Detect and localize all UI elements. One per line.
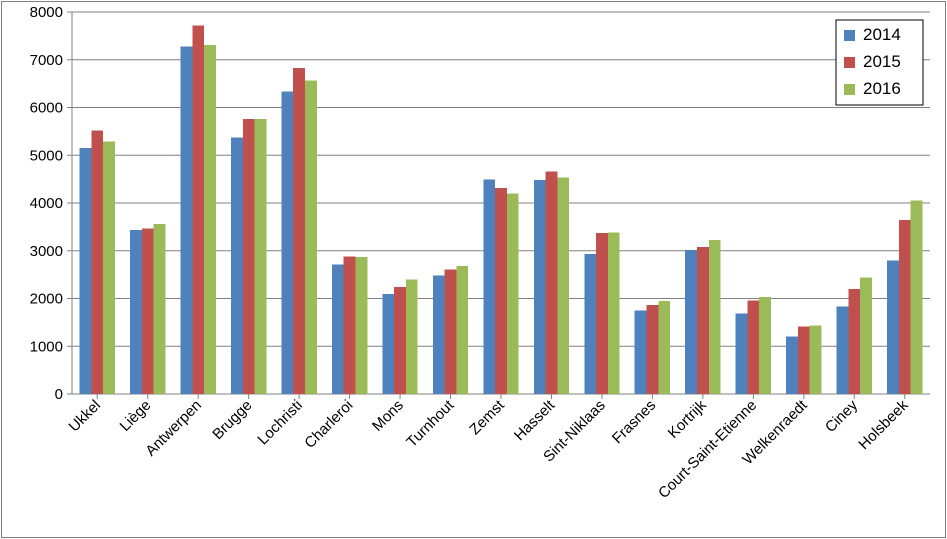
bar — [658, 301, 670, 394]
bar — [608, 233, 620, 394]
bar — [406, 279, 418, 394]
bar — [798, 327, 810, 394]
bar — [281, 91, 293, 394]
bar — [848, 289, 860, 394]
ytick-label: 7000 — [30, 52, 63, 69]
bar — [635, 310, 647, 394]
ytick-label: 1000 — [30, 338, 63, 355]
legend-swatch — [844, 30, 855, 41]
bar — [293, 68, 305, 394]
ytick-label: 4000 — [30, 195, 63, 212]
bar — [382, 294, 394, 394]
bar — [355, 257, 367, 394]
bar — [305, 80, 317, 394]
bar — [192, 25, 204, 394]
bar — [255, 119, 267, 394]
legend-swatch — [844, 57, 855, 68]
bar — [181, 46, 193, 394]
bar — [456, 266, 468, 394]
legend-label: 2016 — [863, 79, 901, 98]
ytick-label: 0 — [55, 386, 63, 403]
bar — [154, 224, 166, 394]
bar — [584, 254, 596, 394]
bar — [697, 247, 709, 394]
bar — [142, 228, 154, 394]
ytick-label: 6000 — [30, 100, 63, 117]
bar — [243, 119, 255, 394]
legend-label: 2014 — [863, 25, 901, 44]
legend-label: 2015 — [863, 52, 901, 71]
bar — [445, 269, 457, 394]
bar — [433, 276, 445, 394]
bar — [103, 141, 115, 394]
bar — [685, 250, 697, 394]
bar — [130, 230, 142, 394]
bar — [911, 201, 923, 394]
bar — [709, 240, 721, 394]
bar — [747, 300, 759, 394]
bar — [91, 130, 103, 394]
chart-svg: 010002000300040005000600070008000UkkelLi… — [0, 0, 947, 539]
bar — [837, 307, 849, 394]
bar — [507, 193, 519, 394]
bar — [204, 45, 216, 394]
bar — [647, 305, 659, 394]
ytick-label: 3000 — [30, 243, 63, 260]
legend-swatch — [844, 84, 855, 95]
ytick-label: 2000 — [30, 291, 63, 308]
bar — [810, 326, 822, 394]
bar — [759, 297, 771, 394]
bar — [344, 256, 356, 394]
bar — [887, 260, 899, 394]
bar — [860, 277, 872, 394]
bar — [786, 337, 798, 394]
bar — [546, 171, 558, 394]
bar — [332, 265, 344, 394]
ytick-label: 5000 — [30, 147, 63, 164]
bar — [736, 313, 748, 394]
bar — [483, 180, 495, 394]
bar — [495, 188, 507, 394]
bar — [557, 178, 569, 394]
bar-chart: 010002000300040005000600070008000UkkelLi… — [0, 0, 947, 539]
bar — [231, 138, 243, 394]
ytick-label: 8000 — [30, 4, 63, 21]
bar — [80, 148, 92, 394]
bar — [596, 233, 608, 394]
bar — [394, 287, 406, 394]
bar — [534, 180, 546, 394]
bar — [899, 220, 911, 394]
